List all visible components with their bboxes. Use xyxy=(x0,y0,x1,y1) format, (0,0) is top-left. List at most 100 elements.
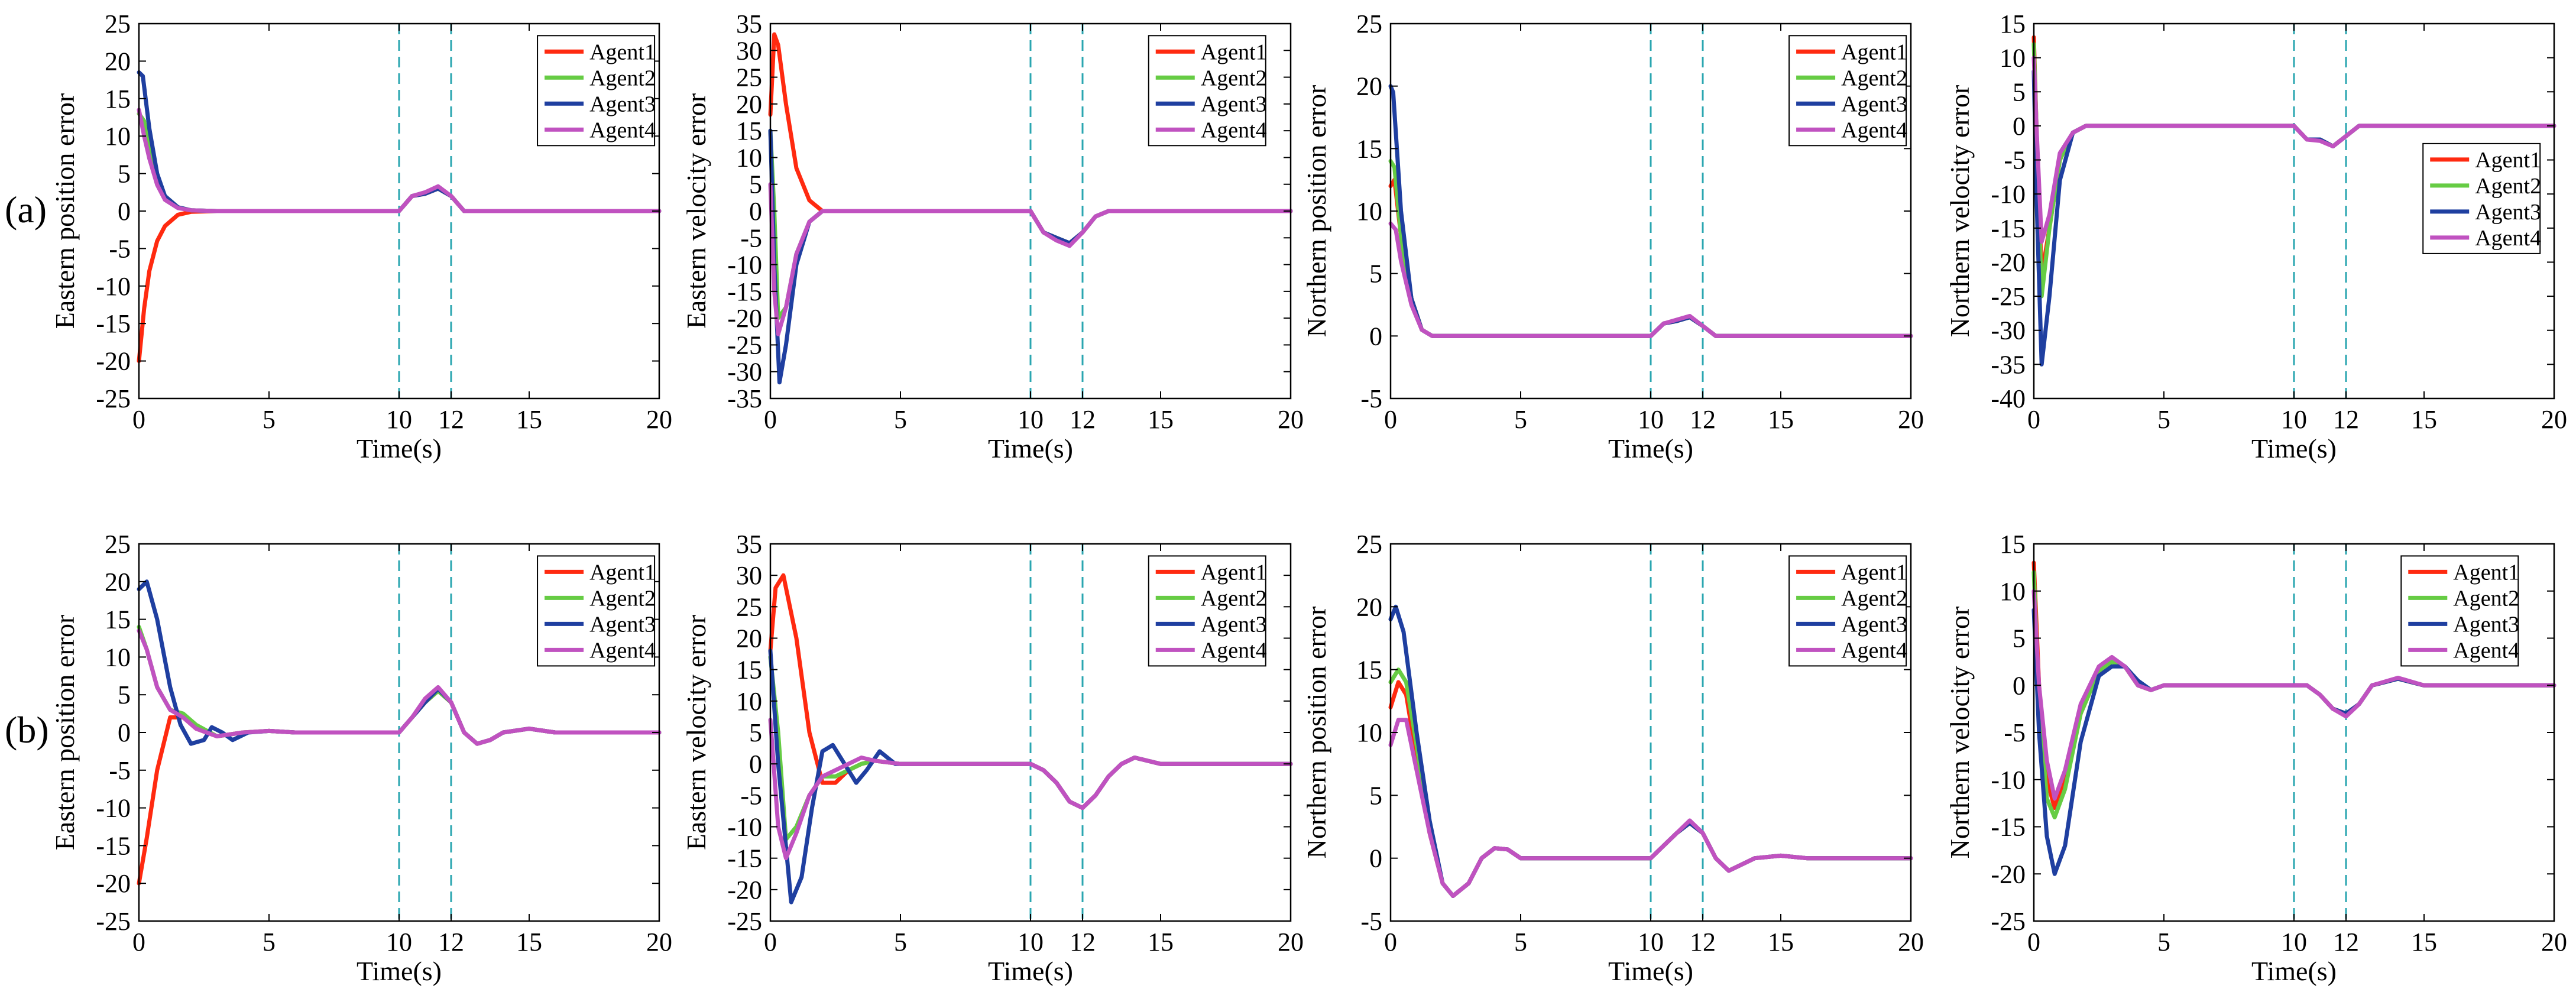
y-tick-label: 0 xyxy=(1369,322,1382,351)
x-tick-label: 10 xyxy=(1638,405,1664,434)
y-tick-label: -5 xyxy=(1360,384,1382,413)
y-tick-label: 0 xyxy=(2013,671,2026,700)
x-tick-label: 20 xyxy=(1898,405,1924,434)
y-tick-label: 15 xyxy=(1356,134,1382,163)
legend-label: Agent3 xyxy=(1841,92,1907,116)
x-tick-label: 0 xyxy=(1384,405,1397,434)
y-tick-label: -20 xyxy=(1991,248,2026,277)
y-tick-label: 0 xyxy=(118,718,131,747)
x-tick-label: 15 xyxy=(2411,405,2437,434)
x-tick-label: 5 xyxy=(894,928,907,957)
x-tick-label: 10 xyxy=(1018,928,1044,957)
y-tick-label: -15 xyxy=(96,831,131,860)
chart-b4: 0 5 10 12 15 20 -25 -20 -15 -10 -5 0 5 10 15 Time(s) Nor… xyxy=(1945,530,2567,986)
x-tick-label: 15 xyxy=(2411,928,2437,957)
y-tick-label: 10 xyxy=(736,687,762,716)
legend-label: Agent1 xyxy=(589,560,656,585)
legend-label: Agent1 xyxy=(1201,560,1267,585)
series-line-agent4 xyxy=(768,182,1293,336)
x-tick-label: 20 xyxy=(1278,405,1304,434)
series-line-agent4 xyxy=(2031,56,2556,244)
y-tick-label: -35 xyxy=(1991,350,2026,379)
x-tick-label: 10 xyxy=(2281,405,2307,434)
y-axis-label: Northern position error xyxy=(1301,85,1331,338)
x-tick-label: 5 xyxy=(2157,928,2170,957)
x-tick-label: 5 xyxy=(263,405,276,434)
legend-box xyxy=(2422,142,2541,254)
legend-label: Agent4 xyxy=(1201,118,1267,142)
x-tick-label: 12 xyxy=(438,928,464,957)
y-tick-label: -30 xyxy=(727,358,762,387)
legend-label: Agent4 xyxy=(1841,638,1907,663)
y-tick-label: 35 xyxy=(736,530,762,559)
y-axis-label: Eastern position error xyxy=(50,93,80,329)
legend-box xyxy=(1788,555,1907,667)
x-axis-label: Time(s) xyxy=(357,433,442,463)
y-tick-label: -10 xyxy=(96,794,131,823)
legend-label: Agent4 xyxy=(1201,638,1267,663)
y-tick-label: 25 xyxy=(736,63,762,92)
legend-box xyxy=(537,555,656,667)
y-tick-label: 25 xyxy=(1356,530,1382,559)
y-tick-label: -5 xyxy=(740,223,762,252)
legend-label: Agent2 xyxy=(589,586,656,611)
legend-label: Agent4 xyxy=(1841,118,1907,142)
x-tick-label: 15 xyxy=(516,928,542,957)
y-tick-label: -30 xyxy=(1991,316,2026,345)
y-tick-label: 35 xyxy=(736,9,762,38)
y-tick-label: 30 xyxy=(736,36,762,65)
y-axis-label: Northern position error xyxy=(1301,607,1331,859)
y-tick-label: 5 xyxy=(2013,624,2026,653)
y-tick-label: 25 xyxy=(105,9,131,38)
y-tick-label: 10 xyxy=(2000,44,2026,73)
y-tick-label: 15 xyxy=(736,116,762,145)
y-tick-label: 0 xyxy=(2013,112,2026,141)
y-tick-label: -15 xyxy=(96,309,131,338)
y-tick-label: -15 xyxy=(1991,214,2026,243)
x-tick-label: 5 xyxy=(2157,405,2170,434)
x-tick-label: 0 xyxy=(2027,928,2040,957)
x-tick-label: 15 xyxy=(516,405,542,434)
y-tick-label: 10 xyxy=(2000,577,2026,606)
y-tick-label: -15 xyxy=(1991,813,2026,842)
y-tick-label: 0 xyxy=(118,197,131,226)
y-tick-label: 15 xyxy=(736,656,762,685)
x-axis-label: Time(s) xyxy=(988,433,1073,463)
x-tick-label: 12 xyxy=(438,405,464,434)
x-tick-label: 5 xyxy=(1514,928,1527,957)
legend-box xyxy=(537,35,656,147)
x-tick-label: 12 xyxy=(2333,928,2359,957)
legend-label: Agent1 xyxy=(2453,560,2519,585)
y-axis-label: Eastern velocity error xyxy=(681,615,711,850)
x-tick-label: 0 xyxy=(764,405,777,434)
legend-label: Agent2 xyxy=(1201,66,1267,90)
y-tick-label: 10 xyxy=(1356,718,1382,747)
y-axis-label: Northern velocity error xyxy=(1945,607,1975,859)
y-tick-label: 10 xyxy=(1356,197,1382,226)
y-tick-label: -20 xyxy=(727,876,762,904)
y-tick-label: -35 xyxy=(727,384,762,413)
x-tick-label: 0 xyxy=(1384,928,1397,957)
y-tick-label: -15 xyxy=(727,844,762,873)
x-tick-label: 0 xyxy=(132,405,145,434)
legend-label: Agent3 xyxy=(2453,612,2519,637)
y-tick-label: -5 xyxy=(740,781,762,810)
x-tick-label: 20 xyxy=(646,928,672,957)
y-tick-label: 5 xyxy=(2013,77,2026,106)
y-tick-label: -25 xyxy=(727,907,762,936)
legend-label: Agent3 xyxy=(2475,200,2541,225)
legend-label: Agent3 xyxy=(589,612,656,637)
x-tick-label: 0 xyxy=(764,928,777,957)
row-label-b: (b) xyxy=(5,709,49,751)
x-tick-label: 15 xyxy=(1148,405,1174,434)
x-tick-label: 15 xyxy=(1768,928,1794,957)
x-tick-label: 10 xyxy=(386,928,412,957)
x-tick-label: 0 xyxy=(2027,405,2040,434)
x-axis-label: Time(s) xyxy=(988,956,1073,986)
y-tick-label: 0 xyxy=(1369,844,1382,873)
y-tick-label: 10 xyxy=(105,643,131,672)
legend-box xyxy=(1148,35,1266,147)
series-line-agent4 xyxy=(1388,718,1913,898)
legend-label: Agent1 xyxy=(1841,40,1907,64)
